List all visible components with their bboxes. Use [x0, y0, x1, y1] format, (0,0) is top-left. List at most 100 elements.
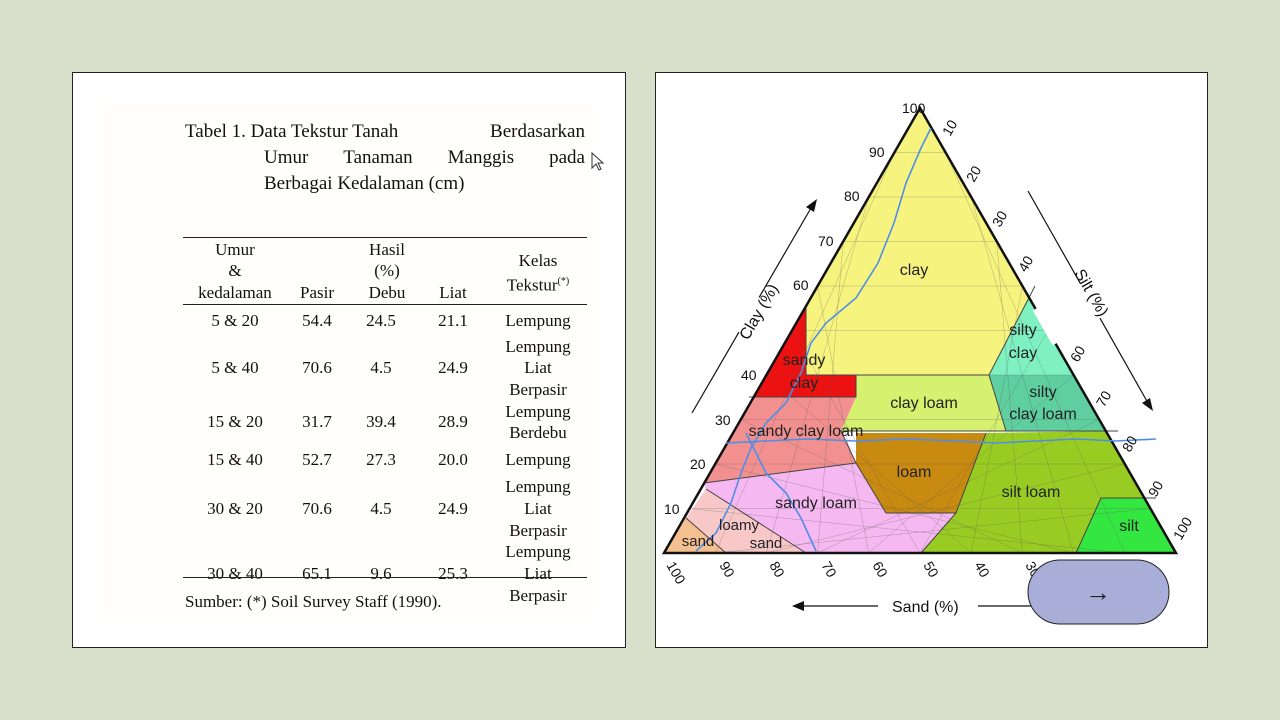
tick-silt-90: 90	[1145, 478, 1167, 500]
label-sandy-clay-2: clay	[790, 375, 818, 392]
tick-silt-10: 10	[939, 117, 961, 139]
cell-debu: 39.4	[366, 412, 396, 431]
grid-line	[971, 285, 1023, 553]
label-silt-loam: silt loam	[1002, 484, 1061, 501]
tick-silt-100: 100	[1170, 514, 1196, 542]
cell-liat: 28.9	[438, 412, 468, 431]
label-clay: clay	[900, 262, 928, 279]
header-umur-3: kedalaman	[198, 283, 272, 302]
header-hasil-1: Hasil	[369, 240, 405, 259]
table-bottom-rule	[183, 577, 587, 579]
label-silt: silt	[1119, 518, 1139, 535]
cell-kelas: Lempung	[505, 450, 571, 469]
caption-line1-a: Tabel 1. Data Tekstur Tanah	[185, 121, 399, 142]
tick-silt-80: 80	[1119, 433, 1141, 455]
label-silty-clay-loam-2: clay loam	[1009, 406, 1077, 423]
caption-word: Manggis	[447, 147, 515, 168]
region-sandy-loam	[704, 463, 956, 553]
arrow-down-icon	[1142, 398, 1153, 411]
grid-line	[715, 463, 1074, 553]
texture-triangle-panel: clay silty clay sandy clay clay loam sil…	[655, 72, 1208, 648]
region-sand	[664, 518, 726, 553]
tick-sand-90: 90	[716, 559, 738, 581]
label-silty-clay-1: silty	[1009, 322, 1037, 339]
tick-sand-50: 50	[920, 559, 942, 581]
cell-debu: 4.5	[370, 358, 392, 377]
cell-debu: 24.5	[366, 311, 396, 330]
cell-liat: 25.3	[438, 564, 468, 583]
tick-silt-20: 20	[963, 163, 985, 185]
header-kelas-sup: (*)	[557, 276, 570, 287]
label-sand: sand	[682, 533, 715, 550]
header-kelas-text: Tekstur	[506, 275, 558, 295]
label-loamy-sand-1: loamy	[719, 517, 760, 534]
sand-axis-label: Sand (%)	[892, 599, 959, 616]
tick-silt-70: 70	[1093, 388, 1115, 410]
cell-debu: 4.5	[370, 499, 392, 518]
cell-kelas: Liat	[524, 564, 552, 583]
cell-kelas: Lempung	[505, 402, 571, 421]
caption-word: Tanaman	[343, 147, 413, 168]
cell-pasir: 70.6	[302, 499, 332, 518]
grid-line	[766, 374, 972, 553]
tick-sand-60: 60	[869, 559, 891, 581]
silt-axis: Silt (%)	[1027, 190, 1153, 411]
region-boundaries	[685, 285, 1156, 554]
region-sandy-clay	[749, 306, 856, 397]
blue-curve-lower	[745, 432, 817, 552]
region-loam	[856, 433, 986, 513]
cell-kelas: Berpasir	[509, 380, 567, 399]
header-kelas-2: Tekstur(*)	[491, 271, 585, 296]
region-loamy-sand	[686, 489, 806, 553]
cell-pasir: 54.4	[302, 311, 332, 330]
cell-kelas: Lempung	[505, 311, 571, 330]
tick-silt-40: 40	[1015, 253, 1037, 275]
tick-clay-100: 100	[902, 100, 926, 116]
label-silty-clay-2: clay	[1009, 345, 1037, 362]
label-silty-clay-loam-1: silty	[1029, 384, 1057, 401]
tick-clay-70: 70	[818, 233, 834, 249]
tick-sand-80: 80	[766, 559, 788, 581]
table-panel: Tabel 1. Data Tekstur Tanah Berdasarkan U…	[72, 72, 626, 648]
caption-line1-b: Berdasarkan	[490, 121, 585, 142]
tick-silt-30: 30	[989, 208, 1011, 230]
cell-kelas: Liat	[524, 358, 552, 377]
tick-clay-30: 30	[715, 412, 731, 428]
arrow-right-icon: →	[1085, 577, 1111, 607]
cell-pasir: 70.6	[302, 358, 332, 377]
label-sandy-clay-loam: sandy clay loam	[749, 423, 864, 440]
cell-liat: 24.9	[438, 499, 468, 518]
caption-word: Umur	[264, 147, 309, 168]
cell-kelas: Lempung	[505, 477, 571, 496]
cell-liat: 24.9	[438, 358, 468, 377]
label-loam: loam	[897, 464, 932, 481]
tick-sand-100: 100	[663, 559, 689, 587]
clay-axis: Clay (%)	[691, 199, 817, 414]
caption-line3: Berbagai Kedalaman (cm)	[264, 173, 465, 194]
cell-pasir: 52.7	[302, 450, 332, 469]
arrow-left-icon	[792, 601, 804, 611]
next-slide-button[interactable]: →	[1027, 559, 1170, 625]
cell-kelas: Berpasir	[509, 586, 567, 605]
caption-word: pada	[549, 147, 585, 168]
header-pasir: Pasir	[300, 283, 334, 302]
label-sandy-loam: sandy loam	[775, 495, 857, 512]
header-liat: Liat	[439, 283, 467, 302]
grid-line	[740, 419, 1023, 553]
tick-clay-80: 80	[844, 188, 860, 204]
grid-line	[945, 152, 1125, 553]
cell-umur: 15 & 20	[207, 412, 263, 431]
region-silt-loam	[921, 431, 1156, 553]
cell-umur: 30 & 40	[207, 564, 263, 583]
cell-umur: 5 & 40	[211, 358, 259, 377]
cell-umur: 30 & 20	[207, 499, 263, 518]
sand-axis: Sand (%)	[792, 599, 1031, 616]
cell-umur: 5 & 20	[211, 311, 259, 330]
mouse-pointer-icon	[591, 151, 605, 177]
blue-curve-horizontal	[725, 438, 1157, 444]
cell-liat: 21.1	[438, 311, 468, 330]
label-sandy-clay-1: sandy	[783, 352, 826, 369]
label-loamy-sand-2: sand	[750, 535, 783, 552]
cell-kelas: Lempung	[505, 337, 571, 356]
table-caption: Tabel 1. Data Tekstur Tanah Berdasarkan U…	[185, 119, 585, 197]
